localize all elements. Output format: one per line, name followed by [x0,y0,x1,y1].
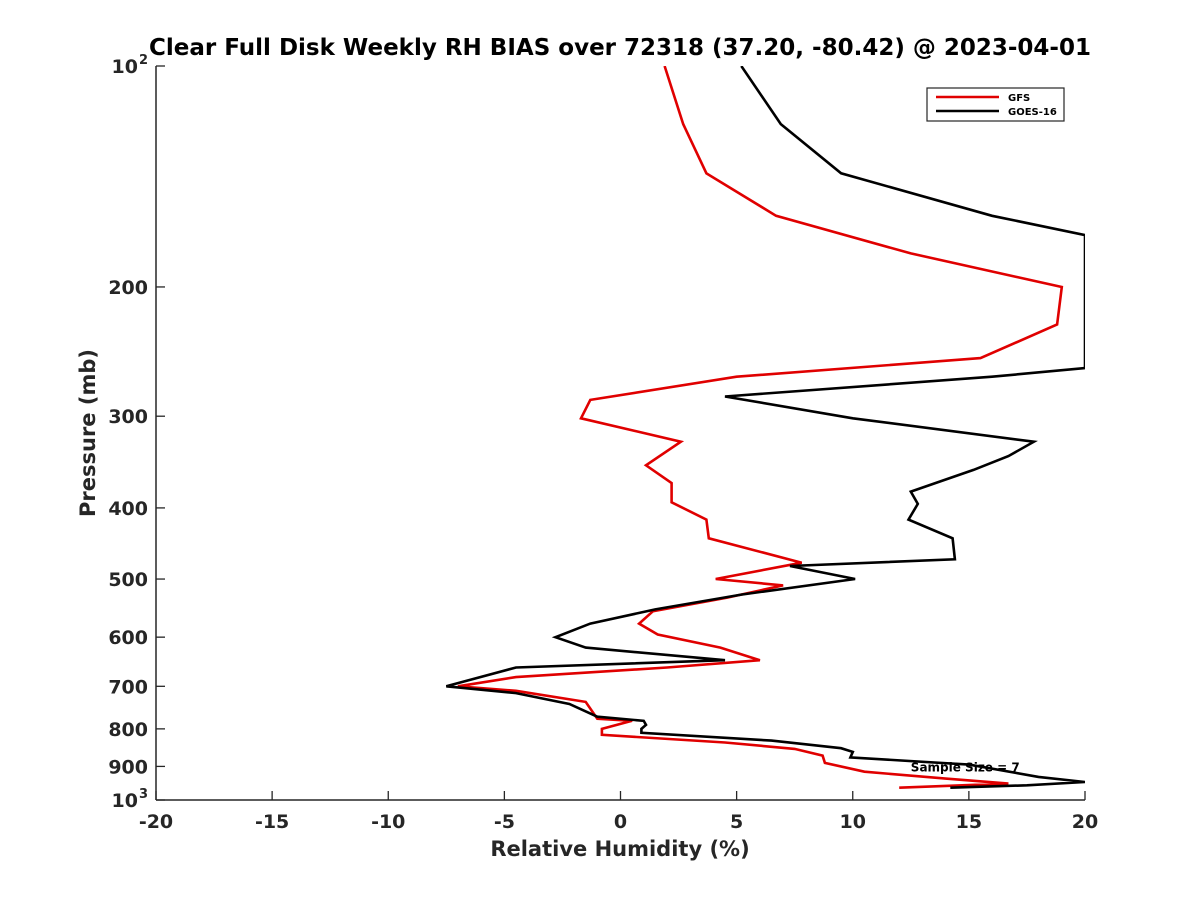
y-tick-label: 10 [112,790,138,812]
sample-size-annotation: Sample Size = 7 [911,760,1020,774]
y-tick-label: 500 [108,569,148,591]
x-tick-label: 20 [1072,811,1098,833]
y-tick-label: 400 [108,498,148,520]
chart-title: Clear Full Disk Weekly RH BIAS over 7231… [149,35,1091,61]
y-tick-label: 200 [108,277,148,299]
series-line-gfs [457,66,1064,789]
x-tick-label: 15 [956,811,982,833]
y-tick-exponent: 3 [139,787,148,802]
x-tick-label: 10 [840,811,866,833]
y-tick-label: 700 [108,676,148,698]
y-tick-label: 300 [108,406,148,428]
x-axis-label: Relative Humidity (%) [490,837,749,861]
x-tick-label: 5 [730,811,743,833]
y-tick-label: 900 [108,756,148,778]
series-line-goes-16 [445,66,1085,789]
y-tick-label: 600 [108,627,148,649]
legend-label: GOES-16 [1008,107,1057,118]
y-tick-exponent: 2 [139,53,148,68]
legend-label: GFS [1008,93,1030,104]
y-tick-label: 10 [112,56,138,78]
x-tick-label: -15 [255,811,289,833]
y-axis-label: Pressure (mb) [76,349,100,517]
legend: GFS GOES-16 [926,87,1065,122]
x-tick-label: 0 [614,811,627,833]
y-tick-label: 800 [108,719,148,741]
x-tick-label: -5 [494,811,515,833]
x-tick-label: -20 [139,811,173,833]
x-tick-label: -10 [371,811,405,833]
legend-box [926,87,1065,122]
